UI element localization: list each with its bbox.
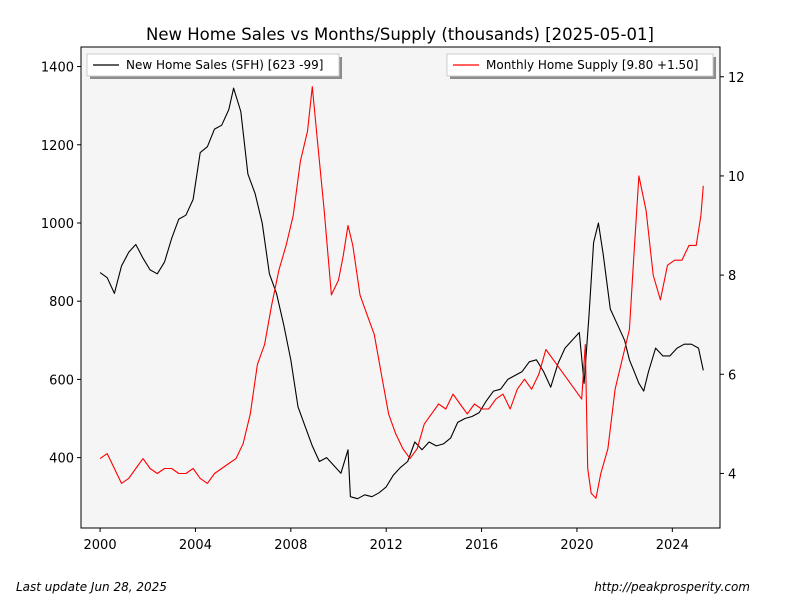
y-right-tick-label: 8 <box>728 269 736 284</box>
legend-label: Monthly Home Supply [9.80 +1.50] <box>486 58 699 72</box>
y-right-tick-label: 4 <box>728 467 736 482</box>
y-left-tick-label: 1000 <box>41 217 74 232</box>
y-left-tick-label: 1200 <box>41 139 74 154</box>
axes-layer: 2000 2004 2008 2012 2016 2020 2024 400 600 800 100… <box>41 46 745 553</box>
x-tick-label: 2008 <box>274 538 307 553</box>
x-tick-label: 2020 <box>560 538 593 553</box>
series-layer <box>99 86 704 500</box>
footer-last-update: Last update Jun 28, 2025 <box>16 580 167 594</box>
y-left-tick-label: 400 <box>49 452 74 467</box>
x-tick-label: 2016 <box>465 538 498 553</box>
legend-box <box>86 53 340 77</box>
plot-frame <box>80 46 721 529</box>
legend-new-home-sales: New Home Sales (SFH) [623 -99] <box>86 53 342 79</box>
series-line-new-home-sales <box>99 87 704 500</box>
x-tick-label: 2000 <box>84 538 117 553</box>
legend-monthly-supply: Monthly Home Supply [9.80 +1.50] <box>446 53 716 79</box>
y-left-tick-label: 800 <box>49 295 74 310</box>
legend-label: New Home Sales (SFH) [623 -99] <box>126 58 323 72</box>
y-left-tick-label: 1400 <box>41 61 74 76</box>
y-right-tick-label: 6 <box>728 368 736 383</box>
x-tick-label: 2012 <box>370 538 403 553</box>
footer-url: http://peakprosperity.com <box>594 580 750 594</box>
legend-layer: New Home Sales (SFH) [623 -99] Monthly Ho… <box>86 53 716 79</box>
chart-title: New Home Sales vs Months/Supply (thousan… <box>146 25 654 44</box>
y-right-tick-label: 12 <box>728 71 745 86</box>
x-tick-label: 2024 <box>656 538 689 553</box>
y-left-tick-label: 600 <box>49 373 74 388</box>
plot-area <box>81 47 720 528</box>
legend-box <box>446 53 714 77</box>
series-line-monthly-supply <box>99 86 704 499</box>
x-tick-label: 2004 <box>179 538 212 553</box>
y-right-tick-label: 10 <box>728 170 745 185</box>
